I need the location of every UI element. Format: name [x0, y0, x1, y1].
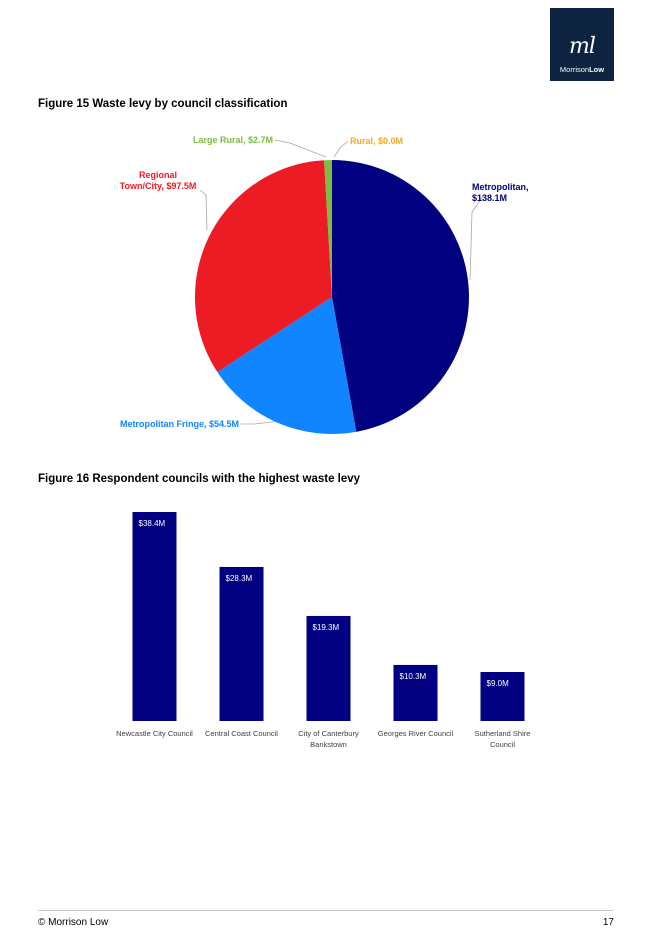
pie-leader-line	[274, 139, 327, 158]
pie-slice-label: Rural, $0.0M	[350, 136, 403, 146]
bar-category-label: Newcastle City Council	[116, 729, 193, 738]
bar	[306, 615, 351, 721]
morrison-low-logo: ml MorrisonLow	[550, 8, 614, 81]
bar-data-label: $19.3M	[313, 623, 340, 632]
pie-slice	[332, 160, 469, 432]
bar-data-label: $10.3M	[400, 672, 427, 681]
logo-wordmark: MorrisonLow	[559, 65, 605, 74]
pie-slice-label: Large Rural, $2.7M	[193, 135, 273, 145]
bar-category-label: Sutherland Shire Council	[475, 729, 531, 749]
pie-slice-label: Metropolitan Fringe, $54.5M	[120, 419, 239, 429]
pie-slice	[217, 297, 357, 434]
footer-divider	[38, 910, 613, 911]
pie-leader-line	[333, 140, 349, 158]
bar	[480, 672, 525, 721]
bar	[393, 664, 438, 721]
pie-slice-label: Regional Town/City, $97.5M	[120, 170, 197, 191]
pie-leader-line	[469, 195, 484, 281]
pie-slice	[195, 160, 332, 373]
bar	[132, 512, 177, 721]
pie-leader-line	[199, 189, 208, 231]
bar-category-label: Central Coast Council	[205, 729, 278, 738]
bar-chart: $38.4M Newcastle City Council $28.3M Centra…	[116, 512, 530, 749]
figure-16-title: Figure 16 Respondent councils with the h…	[38, 473, 361, 485]
footer-copyright: © Morrison Low	[38, 917, 109, 928]
page-number: 17	[602, 917, 614, 928]
figure-15-title: Figure 15 Waste levy by council classifi…	[38, 98, 288, 110]
bar	[219, 566, 264, 721]
bar-category-label: City of Canterbury Bankstown	[298, 729, 359, 749]
bar-data-label: $38.4M	[139, 519, 166, 528]
bar-data-label: $9.0M	[487, 679, 510, 688]
pie-slice	[324, 160, 332, 297]
logo-mark: ml	[569, 34, 596, 59]
bar-category-label: Georges River Council	[378, 729, 454, 738]
pie-chart: Metropolitan, $138.1M Metropolitan Fringe,…	[120, 135, 529, 434]
bar-data-label: $28.3M	[226, 574, 253, 583]
pie-slice-label: Metropolitan, $138.1M	[472, 182, 529, 203]
